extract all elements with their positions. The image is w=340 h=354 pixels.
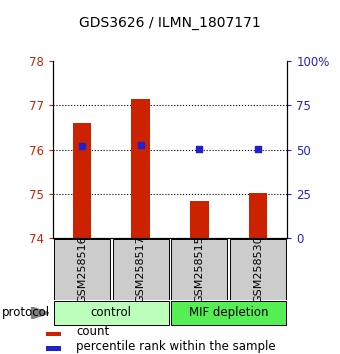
Point	[79, 143, 85, 149]
Text: MIF depletion: MIF depletion	[189, 307, 268, 319]
Point	[197, 146, 202, 152]
Point	[255, 146, 261, 152]
Text: GSM258530: GSM258530	[253, 235, 263, 303]
Bar	[171, 239, 227, 299]
Text: control: control	[91, 307, 132, 319]
Bar	[249, 193, 267, 238]
Bar	[54, 301, 169, 325]
Bar	[113, 239, 169, 299]
Text: GSM258515: GSM258515	[194, 235, 204, 303]
Text: GSM258516: GSM258516	[77, 235, 87, 303]
Point	[138, 143, 143, 148]
Bar	[190, 201, 209, 238]
Bar	[54, 239, 110, 299]
Polygon shape	[31, 307, 49, 319]
Bar	[230, 239, 286, 299]
Bar	[46, 331, 61, 336]
Bar	[46, 346, 61, 351]
Text: GDS3626 / ILMN_1807171: GDS3626 / ILMN_1807171	[79, 16, 261, 30]
Text: GSM258517: GSM258517	[136, 235, 146, 303]
Bar	[73, 123, 91, 238]
Bar	[131, 99, 150, 238]
Text: protocol: protocol	[2, 307, 50, 319]
Bar	[171, 301, 286, 325]
Text: count: count	[76, 325, 109, 338]
Text: percentile rank within the sample: percentile rank within the sample	[76, 340, 276, 353]
